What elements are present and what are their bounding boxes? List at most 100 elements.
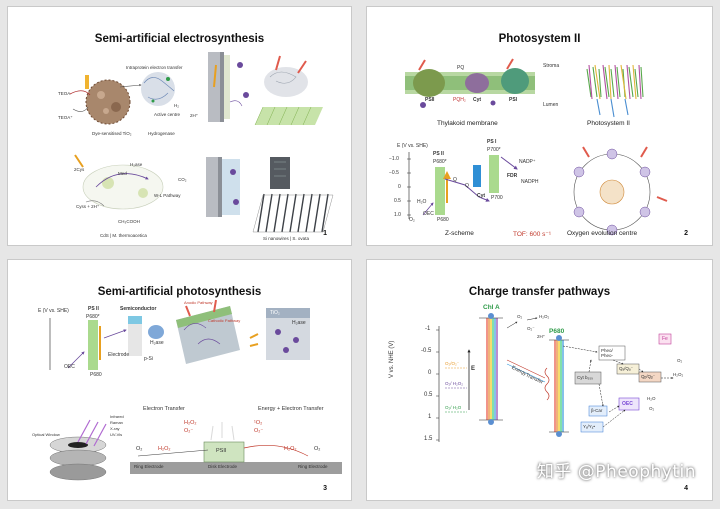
tio2-particle-illustration — [69, 52, 334, 233]
label-ps1: PS I — [487, 139, 497, 145]
label-cds: CdS | M. thermoacetica — [100, 233, 147, 238]
label-e-axis: E (V vs. SHE) — [397, 143, 428, 149]
label-disk: Disk Electrode — [208, 464, 238, 469]
label-ps2: PS II — [433, 151, 444, 157]
label-p680-star: P680* — [86, 314, 100, 320]
label-electrode: Electrode — [108, 352, 130, 358]
label-o2-oec: O₂ — [649, 406, 655, 411]
label-qa: Q — [453, 177, 457, 183]
label-h2: H₂ — [174, 103, 179, 108]
label-nadph: NADPH — [521, 179, 539, 185]
label-o2-right: O₂ — [314, 446, 321, 452]
tick-label: -0.5 — [421, 348, 432, 354]
label-spectro-1: Raman — [110, 420, 123, 425]
label-anodic: Anodic Pathway — [184, 300, 213, 305]
label-oec: OEC — [622, 401, 633, 407]
label-pq: PQ — [457, 65, 465, 71]
label-p680-star: P680* — [433, 159, 447, 165]
label-cyt: Cyt — [473, 97, 482, 103]
slide-photosystem-ii[interactable]: Photosystem II — [366, 6, 713, 246]
label-p680: P680 — [549, 328, 565, 335]
label-o2-h2o: O₂/ H₂O — [445, 405, 462, 410]
label-spectro-0: Infrared — [110, 414, 124, 419]
slide-number: 4 — [684, 485, 688, 492]
label-o2: O₂ — [409, 217, 415, 223]
label-wl-pathway: W-L Pathway — [154, 193, 181, 198]
label-p700: P700 — [491, 195, 503, 201]
tick-label: 0.5 — [424, 392, 433, 398]
label-o2-o2m: O₂/O₂⁻ — [445, 361, 460, 366]
label-co2: CO₂ — [178, 177, 187, 182]
label-h2ase: H₂ase — [130, 162, 143, 167]
label-fdr: FDR — [507, 173, 518, 179]
label-o2-h2o2: O₂/ H₂O₂ — [445, 381, 463, 386]
label-psii: PSII — [425, 97, 435, 103]
tick-label: 1.0 — [394, 212, 401, 218]
label-bcar: β-Car — [591, 408, 603, 413]
label-photosystem-ii: Photosystem II — [587, 120, 630, 127]
y-axis-label: V vs. NHE (V) — [389, 340, 395, 378]
tick-label: 1.5 — [424, 436, 433, 442]
label-oec: OEC — [423, 211, 434, 217]
watermark: 知乎 @Pheophytin — [536, 462, 696, 482]
label-med: Med — [118, 171, 127, 176]
label-z-scheme: Z-scheme — [445, 230, 474, 237]
tick-label: 0 — [398, 184, 401, 190]
tick-label: −1.0 — [389, 156, 399, 162]
label-o2-minus: O₂⁻ — [184, 428, 194, 434]
label-o2-left: O₂ — [136, 446, 143, 452]
label-2cys: 2Cys — [74, 167, 85, 172]
label-p700-star: P700* — [487, 147, 501, 153]
label-cytb: Cyt b₅₅₉ — [577, 375, 593, 380]
label-h2o: H₂O — [417, 199, 427, 205]
slide-semi-artificial-photosynthesis[interactable]: Semi-artificial photosynthesis — [7, 259, 352, 501]
label-p680: P680 — [437, 217, 449, 223]
label-singlet-o2: ¹O₂ — [254, 420, 263, 426]
slide-semi-artificial-electrosynthesis[interactable]: Semi-artificial electrosynthesis — [7, 6, 352, 246]
label-spectro-3: UV-Vis — [110, 432, 123, 437]
label-p680: P680 — [90, 372, 102, 378]
label-ps2: PS II — [88, 306, 99, 312]
label-tyr: Yᵪ/Yᵪ• — [583, 424, 595, 429]
label-o2m-top: O₂⁻ — [527, 326, 535, 331]
label-h2o2-top: H₂O₂ — [539, 314, 550, 319]
label-cathodic: Cathodic Pathway — [208, 318, 241, 323]
label-p-si: p-Si — [144, 356, 153, 362]
label-h2ase: H₂ase — [150, 340, 164, 346]
label-active-centre: Active centre — [154, 112, 181, 117]
tick-label: -1 — [425, 326, 431, 332]
label-ring-left: Ring Electrode — [134, 464, 164, 469]
label-electron-transfer: Electron Transfer — [143, 406, 185, 412]
label-tio2: TiO₂ — [270, 310, 280, 316]
label-h2o2-right: H₂O₂ — [284, 446, 297, 452]
label-tof: TOF: 600 s⁻¹ — [513, 231, 551, 238]
label-pqh2: PQH₂ — [453, 97, 466, 103]
label-teoa: TEOA — [58, 91, 71, 96]
label-tio2: Dye-sensitised TiO₂ — [92, 131, 132, 136]
label-ered: E — [471, 366, 476, 372]
slide-number: 3 — [323, 485, 327, 492]
slide-number: 2 — [684, 230, 688, 237]
label-psi: PSI — [509, 97, 518, 103]
label-oec: OEC — [64, 364, 75, 370]
label-qb: Qᵦ/Qᵦ⁻ — [641, 374, 656, 379]
label-e-axis: E (V vs. SHE) — [38, 308, 69, 314]
label-psii-box: PSII — [216, 448, 227, 454]
label-o2-minus-2: O₂⁻ — [254, 428, 264, 434]
charge-transfer-diagram — [436, 313, 674, 442]
label-o2-top: O₂ — [517, 314, 523, 319]
label-stroma: Stroma — [543, 63, 560, 69]
label-lumen: Lumen — [543, 102, 559, 108]
label-qa: Qₐ/Qₐ⁻ — [619, 366, 633, 371]
label-h2o2-left: H₂O₂ — [158, 446, 171, 452]
tick-label: 1 — [428, 414, 432, 420]
slide-charge-transfer-pathways[interactable]: Charge transfer pathways — [366, 259, 713, 501]
photosystem-illustration — [405, 58, 668, 236]
label-h2o-right: H₂O — [647, 396, 656, 401]
label-spectro-2: X-ray — [110, 426, 120, 431]
label-oxygen-evolution-centre: Oxygen evolution centre — [567, 230, 638, 237]
label-nadp: NADP⁺ — [519, 159, 536, 165]
label-intraprotein: Intraprotein electron transfer — [126, 65, 183, 70]
label-semiconductor: Semiconductor — [120, 306, 157, 312]
label-h2ase-2: H₂ase — [292, 320, 306, 326]
